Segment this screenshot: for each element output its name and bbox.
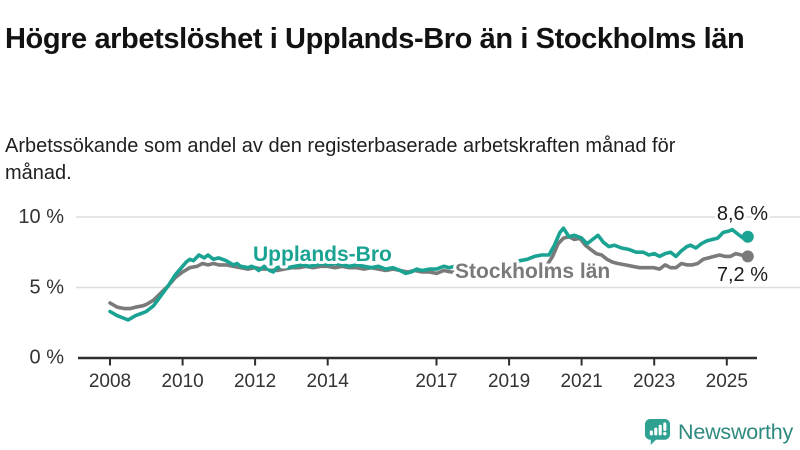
y-tick-label-10: 10 % (18, 206, 64, 228)
x-tick-2012: 2012 (234, 371, 276, 392)
brand-name: Newsworthy (678, 419, 794, 444)
end-value-stockholms-lan: 7,2 % (717, 264, 768, 286)
x-tick-2014: 2014 (307, 371, 350, 392)
x-tick-2008: 2008 (89, 371, 131, 392)
x-tick-2010: 2010 (161, 371, 203, 392)
x-tick-2025: 2025 (706, 371, 748, 392)
end-dot-upplands-bro (741, 230, 754, 243)
y-tick-label-5: 5 % (30, 277, 65, 299)
x-axis-ticks (109, 358, 728, 366)
line-chart: 10 % 5 % 0 % 2008 2010 2012 2014 2017 20… (18, 201, 800, 392)
page-title: Högre arbetslöshet i Upplands-Bro än i S… (5, 23, 745, 56)
line-upplands-bro (108, 226, 750, 322)
line-stockholms-lan (108, 234, 750, 311)
x-tick-labels: 2008 2010 2012 2014 2017 2019 2021 2023 … (89, 371, 748, 392)
y-tick-label-0: 0 % (30, 347, 65, 369)
newsworthy-chart-bubble-icon (644, 418, 671, 446)
x-tick-2017: 2017 (415, 371, 457, 392)
series-label-stockholms-lan: Stockholms län (455, 260, 610, 283)
chart-subtitle: Arbetssökande som andel av den registerb… (5, 135, 676, 184)
end-value-upplands-bro: 8,6 % (717, 203, 768, 225)
x-tick-2023: 2023 (633, 371, 675, 392)
series-label-upplands-bro: Upplands-Bro (253, 243, 392, 266)
x-tick-2021: 2021 (560, 371, 602, 392)
x-tick-2019: 2019 (488, 371, 530, 392)
end-dot-stockholms-lan (741, 250, 754, 263)
newsworthy-logo[interactable]: Newsworthy (644, 418, 793, 446)
